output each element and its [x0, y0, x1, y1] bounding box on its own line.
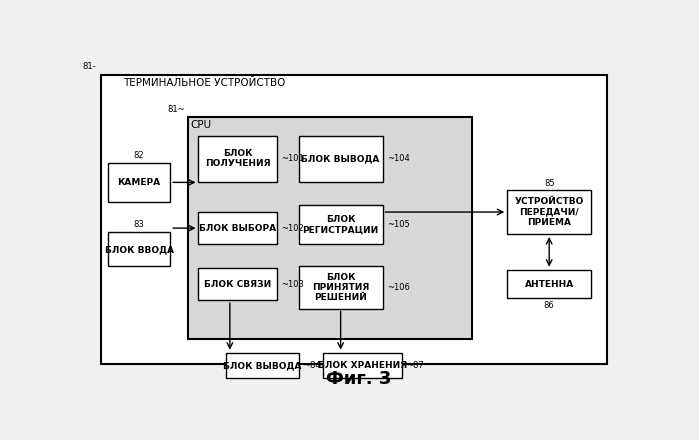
- Bar: [323, 352, 401, 378]
- Bar: [108, 232, 171, 266]
- Bar: [187, 117, 472, 339]
- Text: 81-: 81-: [82, 62, 96, 71]
- Text: ~106: ~106: [387, 283, 410, 292]
- Bar: [199, 212, 277, 244]
- Text: БЛОК ВВОДА: БЛОК ВВОДА: [105, 245, 173, 254]
- Bar: [226, 352, 298, 378]
- Text: ~103: ~103: [281, 279, 304, 289]
- Text: ~101: ~101: [281, 154, 304, 163]
- Text: 81~: 81~: [167, 105, 185, 114]
- Text: БЛОК ВЫБОРА: БЛОК ВЫБОРА: [199, 224, 276, 233]
- Text: 85: 85: [544, 180, 554, 188]
- Text: 86: 86: [544, 301, 554, 310]
- Text: БЛОК ХРАНЕНИЯ: БЛОК ХРАНЕНИЯ: [317, 361, 407, 370]
- Text: CPU: CPU: [190, 120, 211, 130]
- Bar: [507, 270, 591, 298]
- Text: 83: 83: [134, 220, 145, 229]
- Text: ~102: ~102: [281, 224, 304, 233]
- Text: АНТЕННА: АНТЕННА: [524, 279, 574, 289]
- Text: БЛОК СВЯЗИ: БЛОК СВЯЗИ: [204, 279, 271, 289]
- Text: ~84: ~84: [303, 361, 321, 370]
- Text: БЛОК
ПОЛУЧЕНИЯ: БЛОК ПОЛУЧЕНИЯ: [205, 149, 271, 169]
- Text: ~104: ~104: [387, 154, 410, 163]
- Bar: [108, 163, 171, 202]
- Text: ТЕРМИНАЛЬНОЕ УСТРОЙСТВО: ТЕРМИНАЛЬНОЕ УСТРОЙСТВО: [122, 78, 285, 88]
- Text: УСТРОЙСТВО
ПЕРЕДАЧИ/
ПРИЕМА: УСТРОЙСТВО ПЕРЕДАЧИ/ ПРИЕМА: [514, 197, 584, 227]
- Text: КАМЕРА: КАМЕРА: [117, 178, 161, 187]
- Text: БЛОК ВЫВОДА: БЛОК ВЫВОДА: [301, 154, 380, 163]
- Bar: [101, 75, 607, 364]
- Text: БЛОК ВЫВОДА: БЛОК ВЫВОДА: [223, 361, 301, 370]
- Text: БЛОК
РЕГИСТРАЦИИ: БЛОК РЕГИСТРАЦИИ: [303, 215, 379, 235]
- Bar: [199, 268, 277, 300]
- Bar: [507, 190, 591, 234]
- Bar: [298, 136, 382, 182]
- Text: 82: 82: [134, 150, 145, 160]
- Text: Фиг. 3: Фиг. 3: [326, 370, 391, 388]
- Text: ~105: ~105: [387, 220, 410, 229]
- Bar: [298, 266, 382, 308]
- Bar: [298, 205, 382, 244]
- Bar: [199, 136, 277, 182]
- Text: БЛОК
ПРИНЯТИЯ
РЕШЕНИЙ: БЛОК ПРИНЯТИЯ РЕШЕНИЙ: [312, 272, 369, 302]
- Text: ~87: ~87: [406, 361, 424, 370]
